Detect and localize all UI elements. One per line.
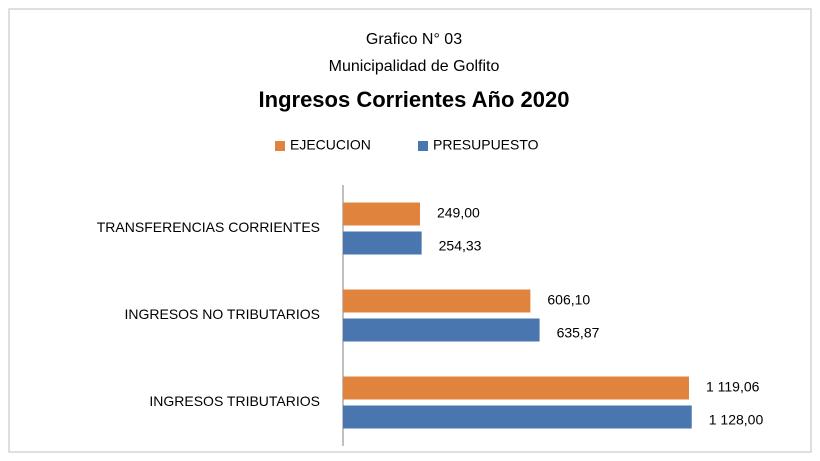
bar [343,289,531,313]
bar [343,318,540,342]
value-label: 606,10 [547,292,590,308]
legend-swatch [418,141,428,151]
value-label: 635,87 [557,325,600,341]
value-label: 249,00 [437,205,480,221]
bar [343,405,692,429]
value-label: 1 128,00 [709,412,764,428]
chart-heading: Ingresos Corrientes Año 2020 [259,87,570,112]
category-label: TRANSFERENCIAS CORRIENTES [97,219,320,235]
category-label: INGRESOS TRIBUTARIOS [149,393,320,409]
legend-label: EJECUCION [290,137,371,153]
legend-swatch [275,141,285,151]
legend-label: PRESUPUESTO [433,137,539,153]
bar [343,231,422,255]
bar [343,376,689,400]
category-label: INGRESOS NO TRIBUTARIOS [124,306,320,322]
chart-subtitle: Municipalidad de Golfito [329,58,500,75]
bar [343,202,420,226]
value-label: 254,33 [439,238,482,254]
chart-title: Grafico N° 03 [366,31,462,48]
value-label: 1 119,06 [706,379,760,395]
